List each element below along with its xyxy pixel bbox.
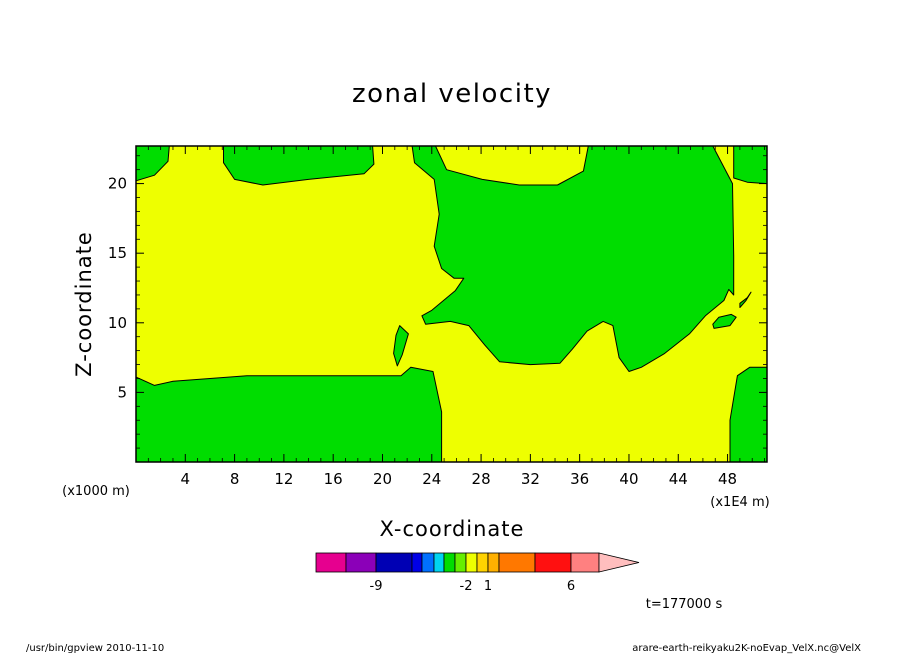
x-tick-label: 4 — [181, 470, 191, 488]
colorbar-segment — [411, 552, 423, 573]
x-tick-label: 20 — [373, 470, 392, 488]
colorbar-segment — [315, 552, 347, 573]
colorbar-segment — [498, 552, 536, 573]
x-tick-label: 36 — [570, 470, 589, 488]
colorbar: -9 -2 1 6 — [315, 552, 640, 594]
colorbar-arrow — [598, 552, 640, 573]
colorbar-segment — [570, 552, 600, 573]
region-negative-center — [411, 145, 735, 372]
x-tick-label: 48 — [718, 470, 737, 488]
y-tick-label: 20 — [108, 175, 127, 193]
x-tick-label: 44 — [669, 470, 688, 488]
plot-frame — [135, 145, 768, 463]
region-negative-right-dot — [739, 291, 752, 308]
y-ticks-layer: 5 10 15 20 — [108, 155, 767, 449]
chart-title: zonal velocity — [352, 79, 552, 109]
x-tick-label: 12 — [274, 470, 293, 488]
regions-layer — [135, 145, 768, 463]
y-tick-label: 15 — [108, 244, 127, 262]
x-tick-label: 32 — [521, 470, 540, 488]
y-unit-note: (x1000 m) — [62, 484, 130, 499]
colorbar-label: 6 — [567, 579, 575, 594]
x-tick-label: 8 — [230, 470, 240, 488]
colorbar-segment — [443, 552, 456, 573]
time-annotation: t=177000 s — [646, 597, 723, 612]
region-negative-upper-mid — [223, 145, 375, 186]
region-negative-lower-left — [135, 366, 443, 463]
colorbar-segment — [345, 552, 377, 573]
y-tick-label: 5 — [117, 383, 127, 401]
x-axis-title: X-coordinate — [380, 517, 525, 541]
colorbar-segment — [375, 552, 413, 573]
x-tick-label: 24 — [422, 470, 441, 488]
x-tick-label: 16 — [324, 470, 343, 488]
x-unit-note: (x1E4 m) — [710, 495, 769, 510]
colorbar-label: 1 — [484, 579, 492, 594]
region-negative-right-island — [712, 313, 737, 329]
region-negative-small-blob — [393, 325, 409, 367]
x-tick-label: 40 — [619, 470, 638, 488]
x-tick-label: 28 — [472, 470, 491, 488]
colorbar-label: -9 — [370, 579, 383, 594]
region-negative-upper-right — [733, 145, 768, 185]
y-tick-label: 10 — [108, 314, 127, 332]
plot-area — [135, 145, 768, 463]
colorbar-segment — [476, 552, 489, 573]
colorbar-segment — [487, 552, 500, 573]
colorbar-segment — [465, 552, 478, 573]
colorbar-segment — [433, 552, 445, 573]
colorbar-segment — [534, 552, 572, 573]
colorbar-segment — [421, 552, 435, 573]
y-axis-title: Z-coordinate — [72, 231, 96, 377]
colorbar-label: -2 — [460, 579, 473, 594]
colorbar-segment — [454, 552, 467, 573]
footer-right: arare-earth-reikyaku2K-noEvap_VelX.nc@Ve… — [632, 643, 861, 654]
footer-left: /usr/bin/gpview 2010-11-10 — [26, 643, 164, 654]
x-ticks-layer: 4 8 12 16 20 24 28 32 36 40 44 48 — [147, 146, 765, 488]
